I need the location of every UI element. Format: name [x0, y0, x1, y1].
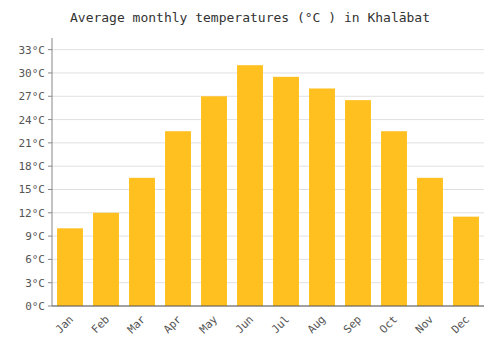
y-tick-label: 30°C: [19, 67, 46, 80]
x-tick-label: Jul: [269, 313, 292, 336]
bars: [57, 65, 479, 306]
bar: [381, 131, 407, 306]
x-tick-labels: Jan Feb Mar Apr May Jun Jul Aug Sep Oct Nov Dec: [53, 313, 472, 337]
y-tick-label: 24°C: [19, 114, 46, 127]
x-tick-label: Jun: [233, 313, 256, 336]
x-tick-label: May: [197, 313, 221, 337]
x-tick-label: Nov: [413, 313, 437, 337]
grid-line: [52, 119, 484, 120]
title: Average monthly temperatures (°C ) in Kh…: [70, 10, 430, 25]
bar: [129, 178, 155, 306]
y-tick-label: 6°C: [25, 253, 45, 266]
y-axis-line: [52, 38, 53, 306]
bar: [57, 228, 83, 306]
bar: [453, 217, 479, 306]
bar: [417, 178, 443, 306]
y-tick: [48, 282, 52, 283]
grid-line: [52, 166, 484, 167]
y-tick: [48, 142, 52, 143]
grid-line: [52, 49, 484, 50]
bar: [201, 96, 227, 306]
x-axis-line: [52, 306, 484, 307]
grid-line: [52, 142, 484, 143]
chart-container: Average monthly temperatures (°C ) in Kh…: [0, 0, 500, 350]
grid-line: [52, 306, 484, 307]
grid-line: [52, 72, 484, 73]
x-tick-label: Apr: [161, 313, 185, 337]
x-tick-label: Sep: [341, 313, 364, 336]
x-tick-label: Oct: [377, 313, 400, 336]
y-tick-labels: 0°C 3°C 6°C 9°C 12°C 15°C 18°C 21°C 24°C 27°C 30°C…: [19, 44, 53, 313]
bar: [165, 131, 191, 306]
bar: [93, 213, 119, 306]
y-tick: [48, 96, 52, 97]
y-tick-label: 27°C: [19, 90, 46, 103]
y-tick-label: 9°C: [25, 230, 45, 243]
y-tick-label: 33°C: [19, 44, 46, 57]
y-tick: [48, 212, 52, 213]
y-tick: [48, 72, 52, 73]
y-tick: [48, 236, 52, 237]
y-tick-label: 3°C: [25, 277, 45, 290]
y-tick: [48, 166, 52, 167]
y-tick-label: 18°C: [19, 160, 46, 173]
chart: Average monthly temperatures (°C ) in Kh…: [0, 0, 500, 350]
y-tick-label: 12°C: [19, 207, 46, 220]
x-tick-label: Dec: [449, 313, 472, 336]
y-tick-label: 15°C: [19, 183, 46, 196]
x-tick-label: Feb: [89, 313, 112, 336]
grid-line: [52, 96, 484, 97]
x-tick-label: Jan: [53, 313, 76, 336]
y-tick: [48, 189, 52, 190]
x-tick-label: Mar: [125, 313, 149, 337]
y-tick-label: 0°C: [25, 300, 45, 313]
y-tick: [48, 306, 52, 307]
y-tick-label: 21°C: [19, 137, 46, 150]
y-tick: [48, 49, 52, 50]
bar: [309, 88, 335, 306]
bar: [273, 77, 299, 306]
grid: [52, 50, 484, 306]
x-tick-label: Aug: [305, 313, 328, 336]
y-tick: [48, 259, 52, 260]
bar: [237, 65, 263, 306]
bar: [345, 100, 371, 306]
y-tick: [48, 119, 52, 120]
